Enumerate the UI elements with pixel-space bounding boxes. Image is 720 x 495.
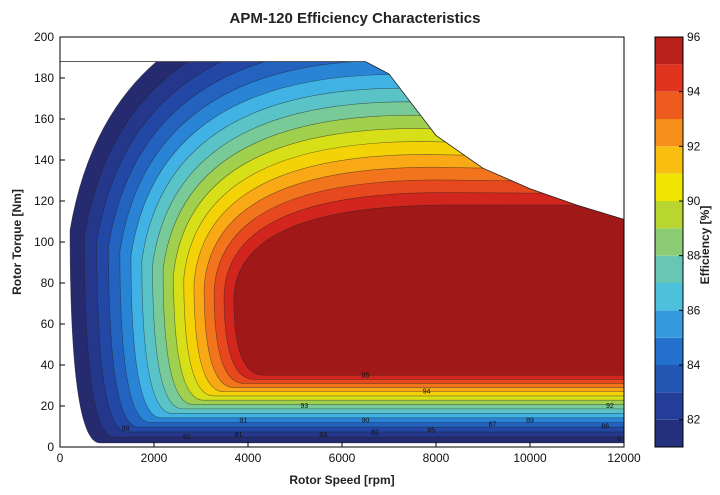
x-tick-label: 2000 (141, 451, 168, 465)
colorbar-tick-label: 90 (687, 194, 701, 208)
colorbar-segment (655, 37, 683, 65)
y-axis: 0 20 40 60 80 100 120 140 160 180 200 (34, 30, 65, 454)
colorbar-tick-label: 96 (687, 30, 701, 44)
colorbar-segment (655, 64, 683, 92)
colorbar-segment (655, 337, 683, 365)
x-tick-label: 0 (57, 451, 64, 465)
x-axis-label: Rotor Speed [rpm] (289, 473, 394, 487)
colorbar-segment (655, 91, 683, 119)
y-axis-label: Rotor Torque [Nm] (10, 189, 24, 295)
contour-fill-layer (60, 61, 624, 447)
y-tick-label: 0 (47, 440, 54, 454)
y-tick-label: 20 (41, 399, 55, 413)
y-tick-label: 140 (34, 153, 54, 167)
y-tick-label: 120 (34, 194, 54, 208)
torque-envelope (60, 61, 624, 447)
y-tick-label: 200 (34, 30, 54, 44)
colorbar-segment (655, 255, 683, 283)
contour-label: 93 (301, 403, 309, 410)
colorbar-segment (655, 201, 683, 229)
colorbar-tick-label: 82 (687, 413, 701, 427)
contour-label: 81 (235, 432, 243, 439)
contour-label: 91 (239, 417, 247, 424)
contour-label: 82 (371, 430, 379, 437)
x-tick-label: 4000 (235, 451, 262, 465)
contour-label: 89 (526, 417, 534, 424)
contour-label-layer: 95 94 93 92 91 90 89 88 87 86 85 83 82 81 81 0 (122, 372, 621, 443)
y-tick-label: 60 (41, 317, 55, 331)
x-tick-label: 8000 (423, 451, 450, 465)
contour-label: 86 (601, 424, 609, 431)
colorbar-segment (655, 228, 683, 256)
colorbar-tick-label: 88 (687, 249, 701, 263)
contour-label: 83 (319, 432, 327, 439)
y-tick-label: 40 (41, 358, 55, 372)
contour-label: 95 (362, 372, 370, 379)
colorbar-tick-label: 84 (687, 358, 701, 372)
colorbar-segment (655, 310, 683, 338)
y-tick-label: 180 (34, 71, 54, 85)
colorbar-tick-label: 92 (687, 139, 701, 153)
colorbar-segment (655, 173, 683, 201)
contour-label: 90 (362, 417, 370, 424)
contour-label: 87 (489, 422, 497, 429)
contour-label: 0 (617, 436, 621, 443)
x-axis: 0 2000 4000 6000 8000 10000 12000 (57, 442, 641, 465)
contour-label: 94 (423, 389, 431, 396)
colorbar: 82 84 86 88 90 92 94 96 (654, 30, 701, 448)
colorbar-segment (655, 392, 683, 420)
colorbar-segment (655, 119, 683, 147)
contour-label: 81 (183, 434, 191, 441)
x-tick-label: 6000 (329, 451, 356, 465)
x-tick-label: 10000 (513, 451, 547, 465)
colorbar-label: Efficiency [%] (698, 206, 712, 285)
contour-label: 92 (606, 403, 614, 410)
chart-title: APM-120 Efficiency Characteristics (230, 10, 481, 27)
colorbar-segment (655, 283, 683, 311)
colorbar-segment (655, 419, 683, 447)
y-tick-label: 80 (41, 276, 55, 290)
colorbar-segment (655, 146, 683, 174)
contour-label: 88 (122, 426, 130, 433)
y-tick-label: 100 (34, 235, 54, 249)
contour-label: 85 (427, 428, 435, 435)
colorbar-segment (655, 365, 683, 393)
y-tick-label: 160 (34, 112, 54, 126)
colorbar-tick-label: 94 (687, 85, 701, 99)
colorbar-tick-label: 86 (687, 303, 701, 317)
colorbar-frame (654, 36, 684, 448)
x-tick-label: 12000 (607, 451, 641, 465)
contour-band (233, 204, 624, 376)
